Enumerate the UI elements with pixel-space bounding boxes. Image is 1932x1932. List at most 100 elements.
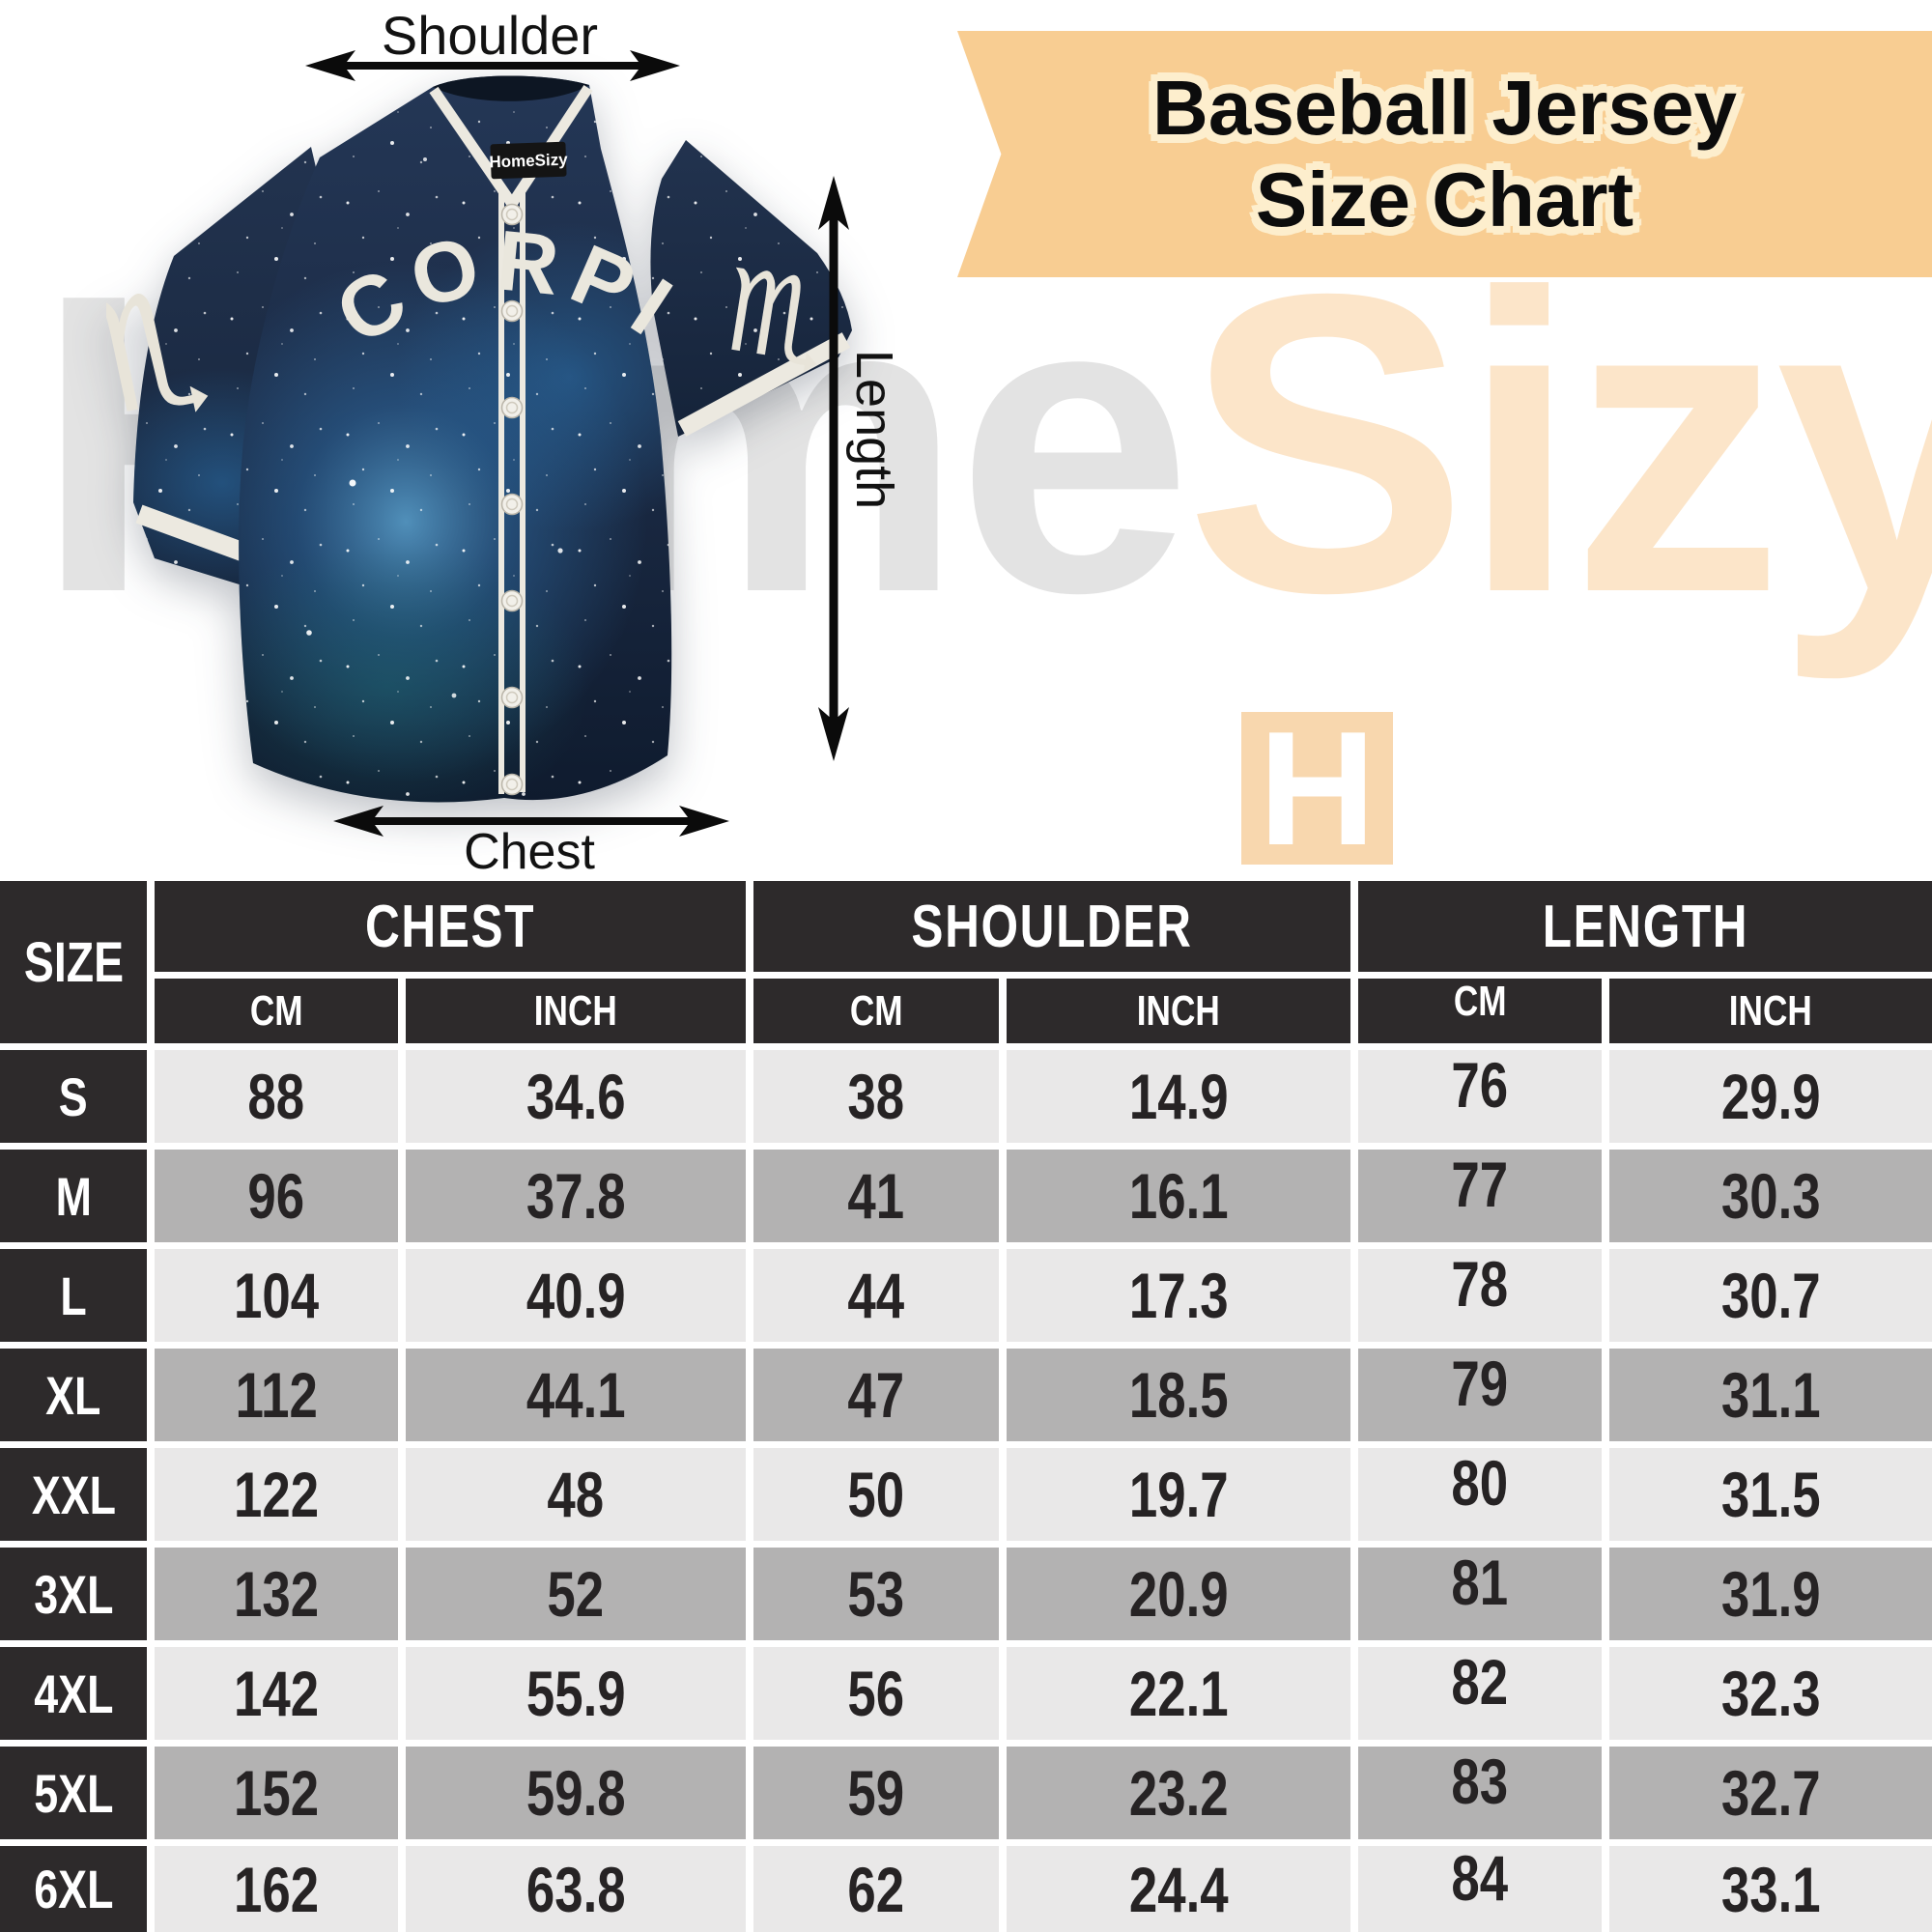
row-size-label: L bbox=[0, 1249, 147, 1342]
sub-header: CM bbox=[1358, 978, 1602, 1043]
value-cell: 48 bbox=[406, 1448, 746, 1541]
row-size-label: 5XL bbox=[0, 1747, 147, 1839]
value-cell: 33.1 bbox=[1609, 1846, 1932, 1932]
value-cell: 47 bbox=[753, 1349, 999, 1441]
button-icon bbox=[500, 493, 524, 516]
row-size-label: S bbox=[0, 1050, 147, 1143]
value-cell: 81 bbox=[1358, 1547, 1602, 1640]
watermark-sizy: Sizy bbox=[1184, 207, 1932, 681]
shoulder-label: Shoulder bbox=[381, 5, 599, 66]
button-icon bbox=[500, 299, 524, 323]
value-cell: 34.6 bbox=[406, 1050, 746, 1143]
value-cell: 14.9 bbox=[1007, 1050, 1350, 1143]
row-size-label: 3XL bbox=[0, 1548, 147, 1640]
row-size-label: XL bbox=[0, 1349, 147, 1441]
button-icon bbox=[500, 589, 524, 612]
button-icon bbox=[500, 396, 524, 419]
value-cell: 37.8 bbox=[406, 1150, 746, 1242]
value-cell: 132 bbox=[155, 1548, 398, 1640]
chest-arrow bbox=[333, 806, 729, 837]
value-cell: 29.9 bbox=[1609, 1050, 1932, 1143]
value-cell: 78 bbox=[1358, 1248, 1602, 1342]
value-cell: 142 bbox=[155, 1647, 398, 1740]
value-cell: 77 bbox=[1358, 1149, 1602, 1242]
size-table: SIZE CHEST SHOULDER LENGTH CM INCH CM INCH CM INC… bbox=[0, 881, 1932, 1932]
value-cell: 31.5 bbox=[1609, 1448, 1932, 1541]
value-cell: 82 bbox=[1358, 1646, 1602, 1740]
button-icon bbox=[500, 203, 524, 226]
value-cell: 31.1 bbox=[1609, 1349, 1932, 1441]
chest-label: Chest bbox=[464, 824, 595, 880]
button-icon bbox=[500, 773, 524, 796]
value-cell: 104 bbox=[155, 1249, 398, 1342]
value-cell: 50 bbox=[753, 1448, 999, 1541]
value-cell: 62 bbox=[753, 1846, 999, 1932]
value-cell: 96 bbox=[155, 1150, 398, 1242]
value-cell: 24.4 bbox=[1007, 1846, 1350, 1932]
shoulder-arrow bbox=[305, 50, 680, 81]
row-size-label: M bbox=[0, 1150, 147, 1242]
value-cell: 84 bbox=[1358, 1842, 1602, 1932]
title-line-2: Size Chart bbox=[1255, 156, 1634, 242]
value-cell: 88 bbox=[155, 1050, 398, 1143]
value-cell: 53 bbox=[753, 1548, 999, 1640]
value-cell: 83 bbox=[1358, 1746, 1602, 1839]
value-cell: 19.7 bbox=[1007, 1448, 1350, 1541]
value-cell: 32.3 bbox=[1609, 1647, 1932, 1740]
button-icon bbox=[500, 686, 524, 709]
value-cell: 76 bbox=[1358, 1049, 1602, 1143]
value-cell: 56 bbox=[753, 1647, 999, 1740]
collar-brand-label: HomeSizy bbox=[489, 141, 568, 180]
group-header-shoulder: SHOULDER bbox=[753, 881, 1350, 972]
group-header-chest: CHEST bbox=[155, 881, 746, 972]
sub-header: CM bbox=[753, 979, 999, 1043]
value-cell: 17.3 bbox=[1007, 1249, 1350, 1342]
row-size-label: XXL bbox=[0, 1448, 147, 1541]
value-cell: 55.9 bbox=[406, 1647, 746, 1740]
row-size-label: 4XL bbox=[0, 1647, 147, 1740]
zodiac-symbol-right: ♏ bbox=[715, 242, 837, 390]
value-cell: 52 bbox=[406, 1548, 746, 1640]
measurement-arrows bbox=[305, 50, 849, 837]
value-cell: 32.7 bbox=[1609, 1747, 1932, 1839]
value-cell: 18.5 bbox=[1007, 1349, 1350, 1441]
brand-h-logo: H bbox=[1241, 707, 1393, 869]
svg-text:HomeSizy: HomeSizy bbox=[489, 151, 568, 172]
value-cell: 63.8 bbox=[406, 1846, 746, 1932]
value-cell: 30.3 bbox=[1609, 1150, 1932, 1242]
value-cell: 80 bbox=[1358, 1447, 1602, 1541]
title-banner: Baseball Jersey Size Chart bbox=[957, 31, 1932, 277]
value-cell: 59.8 bbox=[406, 1747, 746, 1839]
value-cell: 38 bbox=[753, 1050, 999, 1143]
sub-header: INCH bbox=[1609, 979, 1932, 1043]
sub-header: CM bbox=[155, 979, 398, 1043]
right-cuff-stripe bbox=[677, 332, 851, 437]
group-header-length: LENGTH bbox=[1358, 881, 1932, 972]
value-cell: 41 bbox=[753, 1150, 999, 1242]
brand-h-letter: H bbox=[1258, 697, 1377, 879]
size-header: SIZE bbox=[0, 881, 147, 1043]
sub-header: INCH bbox=[1007, 979, 1350, 1043]
title-line-1: Baseball Jersey bbox=[1152, 65, 1737, 152]
value-cell: 22.1 bbox=[1007, 1647, 1350, 1740]
value-cell: 40.9 bbox=[406, 1249, 746, 1342]
value-cell: 162 bbox=[155, 1846, 398, 1932]
value-cell: 30.7 bbox=[1609, 1249, 1932, 1342]
value-cell: 112 bbox=[155, 1349, 398, 1441]
collar-interior bbox=[433, 75, 589, 101]
jersey-buttons bbox=[500, 203, 524, 796]
length-label: Length bbox=[845, 350, 903, 510]
value-cell: 23.2 bbox=[1007, 1747, 1350, 1839]
value-cell: 44 bbox=[753, 1249, 999, 1342]
sub-header: INCH bbox=[406, 979, 746, 1043]
row-size-label: 6XL bbox=[0, 1846, 147, 1932]
length-arrow bbox=[818, 176, 849, 761]
jersey-illustration: HomeSizy SCORPIO ♏ ♏ bbox=[106, 68, 852, 803]
value-cell: 79 bbox=[1358, 1348, 1602, 1441]
value-cell: 16.1 bbox=[1007, 1150, 1350, 1242]
value-cell: 59 bbox=[753, 1747, 999, 1839]
value-cell: 20.9 bbox=[1007, 1548, 1350, 1640]
top-section: HomeSizy H Baseball Jersey Size Chart bbox=[0, 0, 1932, 882]
value-cell: 31.9 bbox=[1609, 1548, 1932, 1640]
